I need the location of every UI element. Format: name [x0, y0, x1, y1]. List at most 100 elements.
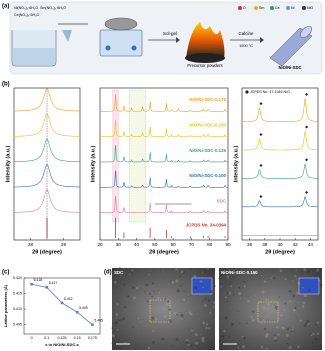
x-tick-label: 60: [171, 242, 177, 247]
texture: [116, 303, 119, 306]
xrd-trace: [242, 97, 319, 122]
x-tick-label: 29: [61, 242, 67, 247]
texture: [179, 285, 182, 287]
texture: [115, 286, 118, 288]
knob: [105, 45, 111, 51]
panel-label: (d): [104, 270, 112, 276]
value-label: 5.405: [94, 319, 103, 323]
image-label: SDC: [114, 270, 124, 275]
series-label: NiO/Ni-SDC-0.175: [189, 97, 226, 102]
plate-top: [104, 17, 138, 31]
texture: [191, 329, 194, 332]
texture: [297, 345, 300, 349]
texture: [218, 277, 220, 280]
xrd-trace: [241, 163, 319, 179]
texture: [288, 300, 292, 303]
texture: [123, 341, 127, 345]
x-tick-label: 0.175: [88, 336, 97, 340]
texture: [265, 334, 269, 338]
texture: [260, 345, 264, 349]
solution: [13, 48, 55, 65]
texture: [167, 299, 170, 303]
arrow-head: [260, 37, 264, 43]
texture: [316, 270, 318, 272]
texture: [232, 293, 235, 296]
texture: [173, 311, 177, 315]
texture: [237, 346, 240, 349]
texture: [186, 339, 188, 341]
y-axis-label: Intensity (a.u.): [90, 146, 96, 183]
texture: [309, 313, 311, 315]
texture: [294, 306, 297, 310]
texture: [290, 330, 293, 333]
texture: [146, 300, 149, 303]
texture: [182, 298, 186, 301]
arrow-head: [176, 37, 180, 43]
texture: [179, 275, 181, 278]
nanotube: [269, 26, 313, 67]
xrd-trace: [242, 130, 319, 151]
texture: [180, 270, 184, 273]
diamond: [305, 92, 309, 96]
texture: [183, 290, 186, 293]
xrd-trace: [242, 196, 319, 208]
texture: [226, 275, 230, 279]
texture: [316, 332, 320, 335]
series-label: NiO/Ni-SDC-0.100: [189, 173, 226, 178]
texture: [131, 269, 134, 272]
texture: [221, 335, 225, 338]
texture: [117, 319, 120, 322]
xrd-trace: [99, 170, 229, 188]
texture: [296, 292, 299, 295]
reference-label: JCPDS No. 47-1049 NiO: [250, 90, 290, 94]
texture: [280, 314, 283, 317]
texture: [284, 278, 287, 281]
value-label: 5.417: [49, 281, 58, 285]
texture: [210, 290, 214, 294]
legend-label: Sm: [259, 6, 264, 10]
texture: [148, 273, 150, 276]
texture: [220, 313, 221, 315]
legend-dot: [270, 6, 274, 10]
texture: [195, 333, 198, 337]
texture: [299, 319, 302, 322]
xrd-trace: [100, 119, 229, 137]
value-label: 5.418: [34, 278, 43, 282]
texture: [194, 281, 196, 283]
y-axis-label: Intensity (a.u.): [233, 146, 239, 183]
texture: [112, 334, 115, 338]
image-label: NiO/Ni-SDC-0.150: [221, 270, 258, 275]
texture: [193, 339, 195, 341]
texture: [182, 317, 184, 319]
zoom-box: [149, 299, 171, 323]
value-label: 5.409: [79, 306, 88, 310]
texture: [117, 271, 119, 273]
texture: [209, 311, 212, 315]
texture: [180, 313, 184, 318]
texture: [292, 308, 296, 311]
texture: [309, 312, 312, 315]
precursor: Ni(NO₃)₂·6H₂O: [14, 6, 38, 10]
texture: [275, 308, 278, 311]
texture: [317, 279, 321, 282]
texture: [175, 313, 178, 316]
texture: [237, 292, 242, 296]
texture: [307, 322, 310, 325]
point: [30, 282, 33, 286]
texture: [132, 270, 134, 272]
texture: [273, 277, 276, 280]
texture: [288, 345, 292, 349]
texture: [119, 274, 122, 277]
texture: [190, 344, 193, 347]
texture: [180, 317, 183, 320]
texture: [202, 300, 204, 302]
texture: [116, 328, 119, 331]
texture: [233, 271, 236, 274]
point: [60, 301, 64, 305]
texture: [303, 324, 307, 328]
texture: [306, 319, 310, 324]
texture: [294, 274, 297, 278]
texture: [224, 316, 228, 320]
texture: [151, 316, 155, 320]
texture: [320, 283, 323, 287]
